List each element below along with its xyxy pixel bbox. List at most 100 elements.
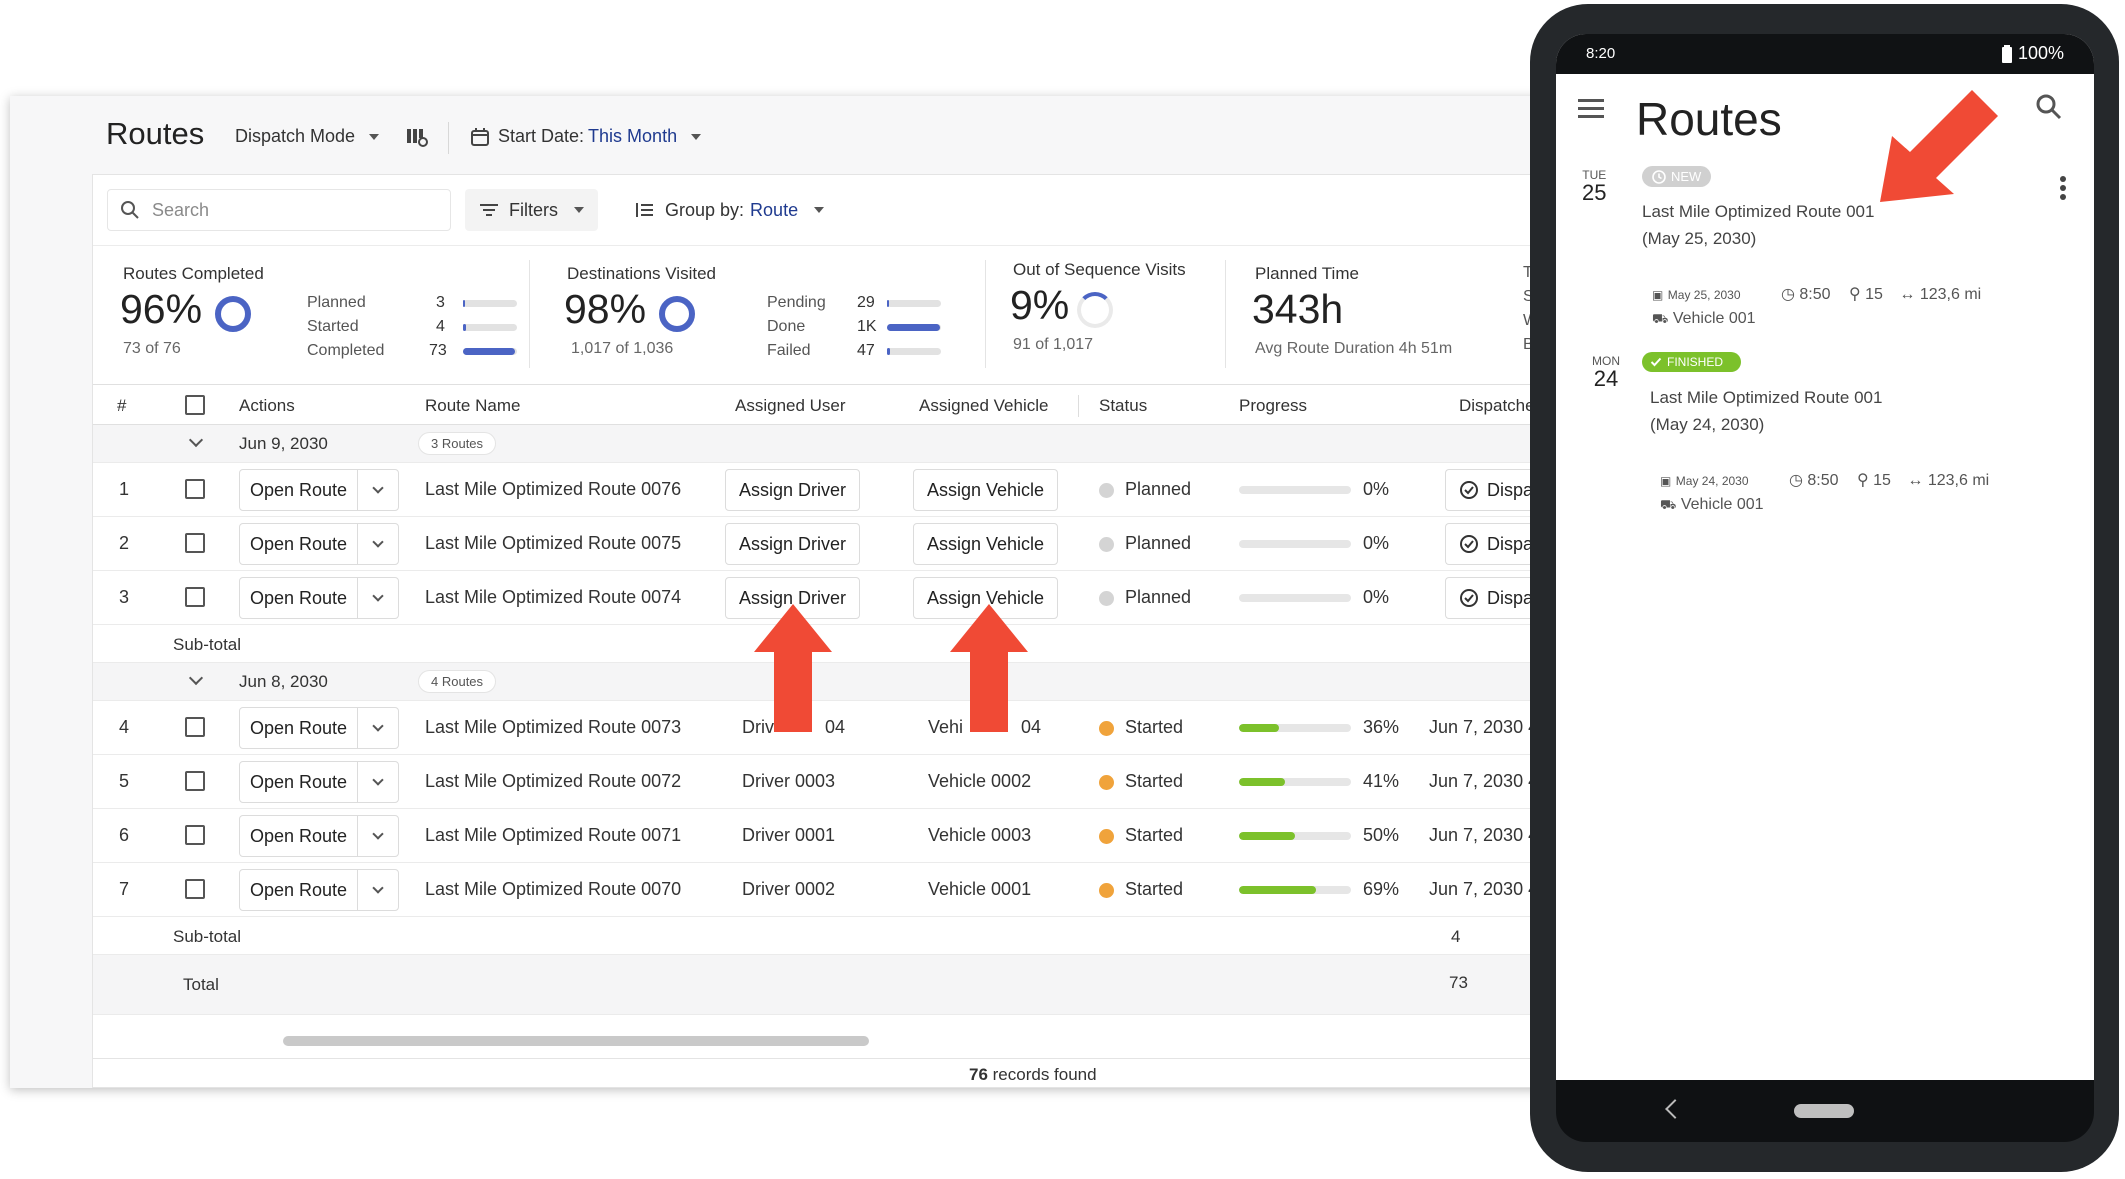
open-route-button[interactable]: Open Route [240,578,359,618]
table-row[interactable]: 6 Open Route Last Mile Optimized Route 0… [93,809,1570,863]
assigned-user[interactable]: Driver 0003 [742,771,836,791]
mini-label: Pending [767,294,826,311]
col-progress[interactable]: Progress [1239,396,1308,415]
search-input[interactable]: Search [107,189,451,231]
assigned-user[interactable]: Driver 0001 [742,825,836,845]
assigned-user[interactable]: Driver 0002 [742,879,836,899]
open-route-split-button[interactable]: Open Route [239,577,400,619]
progress-ring-icon [659,296,695,332]
row-checkbox[interactable] [185,587,205,607]
row-checkbox[interactable] [185,479,205,499]
columns-settings-icon[interactable] [406,126,428,148]
status-pill-finished: FINISHED [1642,352,1742,372]
row-checkbox[interactable] [185,717,205,737]
subtotal-value: 4 [1451,927,1461,946]
table-header: # Actions Route Name Assigned User Assig… [93,385,1570,425]
open-route-button[interactable]: Open Route [240,708,359,748]
table-row[interactable]: 2 Open Route Last Mile Optimized Route 0… [93,517,1570,571]
status-time: 8:20 [1586,45,1616,62]
assigned-vehicle[interactable]: Vehi [928,717,964,737]
assigned-vehicle[interactable]: Vehicle 0003 [928,825,1032,845]
chevron-down-icon[interactable] [188,432,204,448]
group-row[interactable]: Jun 8, 2030 4 Routes [93,663,1570,701]
assign-driver-button[interactable]: Assign Driver [725,523,861,565]
route-name[interactable]: Last Mile Optimized Route 0072 [425,771,682,791]
group-count-badge: 3 Routes [418,432,497,455]
col-status[interactable]: Status [1099,396,1148,415]
open-route-button[interactable]: Open Route [240,870,359,910]
car-icon: ⛟ [1660,497,1677,512]
back-icon[interactable] [1665,1099,1685,1119]
progress-text: 0% [1363,587,1390,607]
home-pill-icon[interactable] [1794,1104,1854,1118]
chevron-down-icon[interactable] [358,708,398,748]
route-name[interactable]: Last Mile Optimized Route 0076 [425,479,682,499]
route-name[interactable]: Last Mile Optimized Route 0074 [425,587,682,607]
assigned-vehicle[interactable]: Vehicle 0002 [928,771,1032,791]
chevron-down-icon[interactable] [358,470,398,510]
route-name[interactable]: Last Mile Optimized Route 001 (May 24, 2… [1650,384,1882,438]
dispatched-date: Jun 7, 2030 4:5 [1429,717,1554,737]
chevron-down-icon[interactable] [358,870,398,910]
route-name-line: Last Mile Optimized Route 001 [1650,388,1883,407]
open-route-button[interactable]: Open Route [240,816,359,856]
table-row[interactable]: 5 Open Route Last Mile Optimized Route 0… [93,755,1570,809]
chevron-down-icon[interactable] [188,670,204,686]
open-route-button[interactable]: Open Route [240,762,359,802]
assign-vehicle-button[interactable]: Assign Vehicle [913,469,1059,511]
chevron-down-icon[interactable] [358,524,398,564]
table-row[interactable]: 4 Open Route Last Mile Optimized Route 0… [93,701,1570,755]
select-all-checkbox[interactable] [185,395,205,415]
open-route-split-button[interactable]: Open Route [239,869,400,911]
row-checkbox[interactable] [185,879,205,899]
group-row[interactable]: Jun 9, 2030 3 Routes [93,425,1570,463]
row-checkbox[interactable] [185,825,205,845]
chevron-down-icon[interactable] [358,762,398,802]
col-number: # [117,396,127,415]
start-date-value: This Month [588,126,678,146]
route-name[interactable]: Last Mile Optimized Route 001 (May 25, 2… [1642,198,1874,252]
open-route-split-button[interactable]: Open Route [239,815,400,857]
table-row[interactable]: 7 Open Route Last Mile Optimized Route 0… [93,863,1570,917]
assigned-vehicle[interactable]: Vehicle 0001 [928,879,1032,899]
assign-driver-button[interactable]: Assign Driver [725,469,861,511]
open-route-split-button[interactable]: Open Route [239,761,400,803]
start-date-picker[interactable]: Start Date: This Month [470,126,702,147]
desktop-window: Routes Dispatch Mode Start Date: This Mo… [10,96,1570,1088]
open-route-split-button[interactable]: Open Route [239,469,400,511]
row-checkbox[interactable] [185,771,205,791]
row-checkbox[interactable] [185,533,205,553]
open-route-split-button[interactable]: Open Route [239,707,400,749]
table-row[interactable]: 1 Open Route Last Mile Optimized Route 0… [93,463,1570,517]
route-distance: 123,6 mi [1927,472,1990,489]
col-assigned-user[interactable]: Assigned User [735,396,846,415]
kpi-sub: 1,017 of 1,036 [571,340,674,357]
assign-vehicle-button[interactable]: Assign Vehicle [913,523,1059,565]
chevron-down-icon[interactable] [358,816,398,856]
up-arrow-icon [754,604,832,732]
route-name[interactable]: Last Mile Optimized Route 0073 [425,717,682,737]
menu-icon[interactable] [1578,98,1604,118]
col-route-name[interactable]: Route Name [425,396,521,415]
horizontal-scrollbar[interactable] [283,1036,869,1046]
route-name[interactable]: Last Mile Optimized Route 0070 [425,879,682,899]
filters-button[interactable]: Filters [465,189,598,231]
more-vert-icon[interactable] [2060,176,2066,200]
open-route-button[interactable]: Open Route [240,524,359,564]
route-name[interactable]: Last Mile Optimized Route 0071 [425,825,682,845]
chevron-down-icon[interactable] [358,578,398,618]
filter-icon [480,204,498,216]
route-distance: 123,6 mi [1919,286,1982,303]
open-route-split-button[interactable]: Open Route [239,523,400,565]
group-by-dropdown[interactable]: Group by: Route [621,189,839,231]
mini-label: Completed [307,342,385,359]
col-assigned-vehicle[interactable]: Assigned Vehicle [919,396,1049,415]
route-name[interactable]: Last Mile Optimized Route 0075 [425,533,682,553]
open-route-button[interactable]: Open Route [240,470,359,510]
kpi-summary: Routes Completed 96% 73 of 76 Planned 3 … [93,245,1570,385]
col-dispatched[interactable]: Dispatche [1459,396,1535,415]
dispatch-mode-dropdown[interactable]: Dispatch Mode [235,126,380,147]
search-icon[interactable] [2036,94,2062,120]
calendar-icon: ▣ [1660,474,1672,488]
assigned-user[interactable]: Driv [742,717,774,737]
